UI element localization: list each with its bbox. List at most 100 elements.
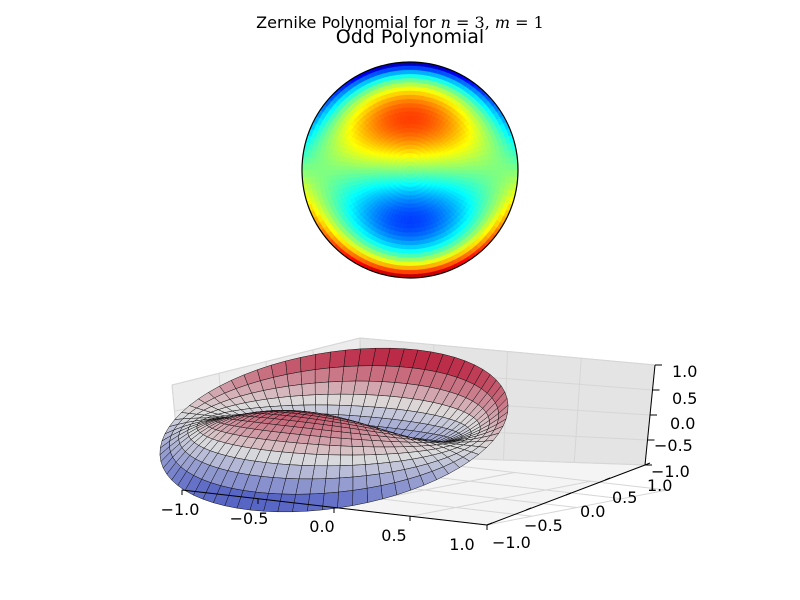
- heatmap-cell: [409, 253, 416, 259]
- heatmap-cell: [472, 173, 478, 179]
- heatmap-cell: [404, 86, 411, 91]
- heatmap-cell: [399, 94, 406, 100]
- heatmap-cell: [406, 220, 411, 225]
- heatmap-cell: [509, 169, 515, 178]
- heatmap-cell: [317, 175, 324, 183]
- heatmap-cell: [505, 163, 511, 171]
- heatmap-cell: [351, 173, 357, 178]
- heatmap-cell: [405, 102, 411, 108]
- heatmap-cell: [355, 169, 360, 174]
- heatmap-cell: [398, 252, 405, 258]
- heatmap-cell: [406, 119, 411, 125]
- suptitle-eq2: = 1: [510, 13, 544, 32]
- surface-facet: [300, 354, 316, 373]
- heatmap-cell: [488, 158, 494, 166]
- heatmap-cell: [371, 169, 377, 173]
- heatmap-cell: [501, 163, 507, 171]
- heatmap-cell: [435, 167, 440, 171]
- heatmap-cell: [404, 90, 411, 95]
- y-tick-label: −1.0: [492, 533, 531, 552]
- heatmap-cell: [484, 174, 490, 181]
- surface-facet: [286, 371, 302, 387]
- heatmap-cell: [405, 236, 411, 242]
- heatmap-cell: [406, 215, 411, 221]
- heatmap-cell: [409, 111, 415, 116]
- heatmap-cell: [501, 169, 507, 177]
- heatmap-cell: [401, 102, 407, 108]
- surface-facet: [329, 349, 346, 369]
- surface-facet: [365, 463, 380, 476]
- surface-facet: [362, 446, 377, 456]
- surface-facet: [337, 490, 354, 509]
- heatmap-cell: [464, 165, 469, 171]
- suptitle-m: m: [495, 13, 510, 32]
- heatmap-cell: [480, 159, 486, 166]
- surface-facet: [316, 444, 330, 456]
- heatmap-cell: [472, 165, 478, 171]
- heatmap-cell: [409, 106, 415, 112]
- heatmap-cell: [409, 102, 415, 108]
- heatmap-cell: [406, 123, 411, 129]
- suptitle-n: n: [441, 13, 451, 32]
- heatmap-cell: [496, 175, 503, 183]
- heatmap-cell: [414, 240, 421, 246]
- heatmap-cell: [367, 169, 373, 173]
- heatmap-cell: [334, 169, 340, 176]
- heatmap-cell: [476, 169, 482, 175]
- heatmap-cell: [334, 159, 340, 166]
- heatmap-cell: [380, 169, 385, 173]
- heatmap-cell: [347, 173, 352, 179]
- heatmap-cell: [409, 123, 414, 129]
- surface-facet: [315, 404, 328, 415]
- heatmap-cell: [409, 186, 412, 192]
- heatmap-cell: [476, 160, 482, 166]
- heatmap-cell: [426, 168, 432, 171]
- heatmap-cell: [480, 174, 486, 181]
- heatmap-cell: [497, 163, 503, 171]
- heatmap-cell: [418, 168, 424, 171]
- heatmap-cell: [468, 169, 474, 175]
- surface-facet: [290, 395, 305, 406]
- z-tick-label: −0.5: [654, 436, 693, 455]
- heatmap-cell: [403, 257, 411, 263]
- surface-facet: [326, 404, 340, 415]
- heatmap-cell: [405, 106, 411, 112]
- heatmap-cell: [359, 172, 365, 177]
- heatmap-cell: [330, 174, 336, 181]
- surface-facet: [327, 393, 342, 406]
- surface-facet: [363, 454, 378, 465]
- heatmap-cell: [414, 86, 422, 92]
- heatmap-cell: [375, 169, 381, 173]
- surface-facet: [325, 465, 341, 479]
- x-tick-label: −0.5: [230, 509, 269, 528]
- heatmap-cell: [459, 162, 465, 167]
- heatmap-cell: [313, 163, 319, 171]
- heatmap-cell: [414, 244, 421, 250]
- heatmap-cell: [399, 244, 406, 250]
- heatmap-cell: [346, 165, 352, 171]
- heatmap-cell: [497, 169, 503, 177]
- heatmap-cell: [476, 165, 482, 171]
- heatmap-cell: [409, 220, 414, 225]
- surface-facet: [328, 445, 342, 456]
- heatmap-cell: [384, 169, 389, 172]
- heatmap-cell: [322, 175, 328, 182]
- surface-facet: [340, 445, 353, 456]
- heatmap-cell: [492, 175, 498, 182]
- heatmap-cell: [342, 161, 348, 167]
- y-tick-label: 0.0: [580, 502, 605, 521]
- heatmap-cell: [317, 157, 324, 165]
- heatmap-cell: [414, 94, 421, 100]
- heatmap-cell: [413, 232, 419, 238]
- heatmap-cell: [305, 162, 311, 171]
- suptitle-eq1: = 3,: [451, 13, 495, 32]
- surface-facet: [351, 446, 365, 456]
- surface-facet: [352, 464, 367, 478]
- heatmap-cell: [443, 167, 449, 171]
- heatmap-cell: [489, 164, 494, 171]
- heatmap-cell: [455, 166, 461, 171]
- heatmap-cell: [388, 169, 394, 172]
- heatmap-cell: [409, 269, 418, 275]
- heatmap-cell: [505, 169, 511, 177]
